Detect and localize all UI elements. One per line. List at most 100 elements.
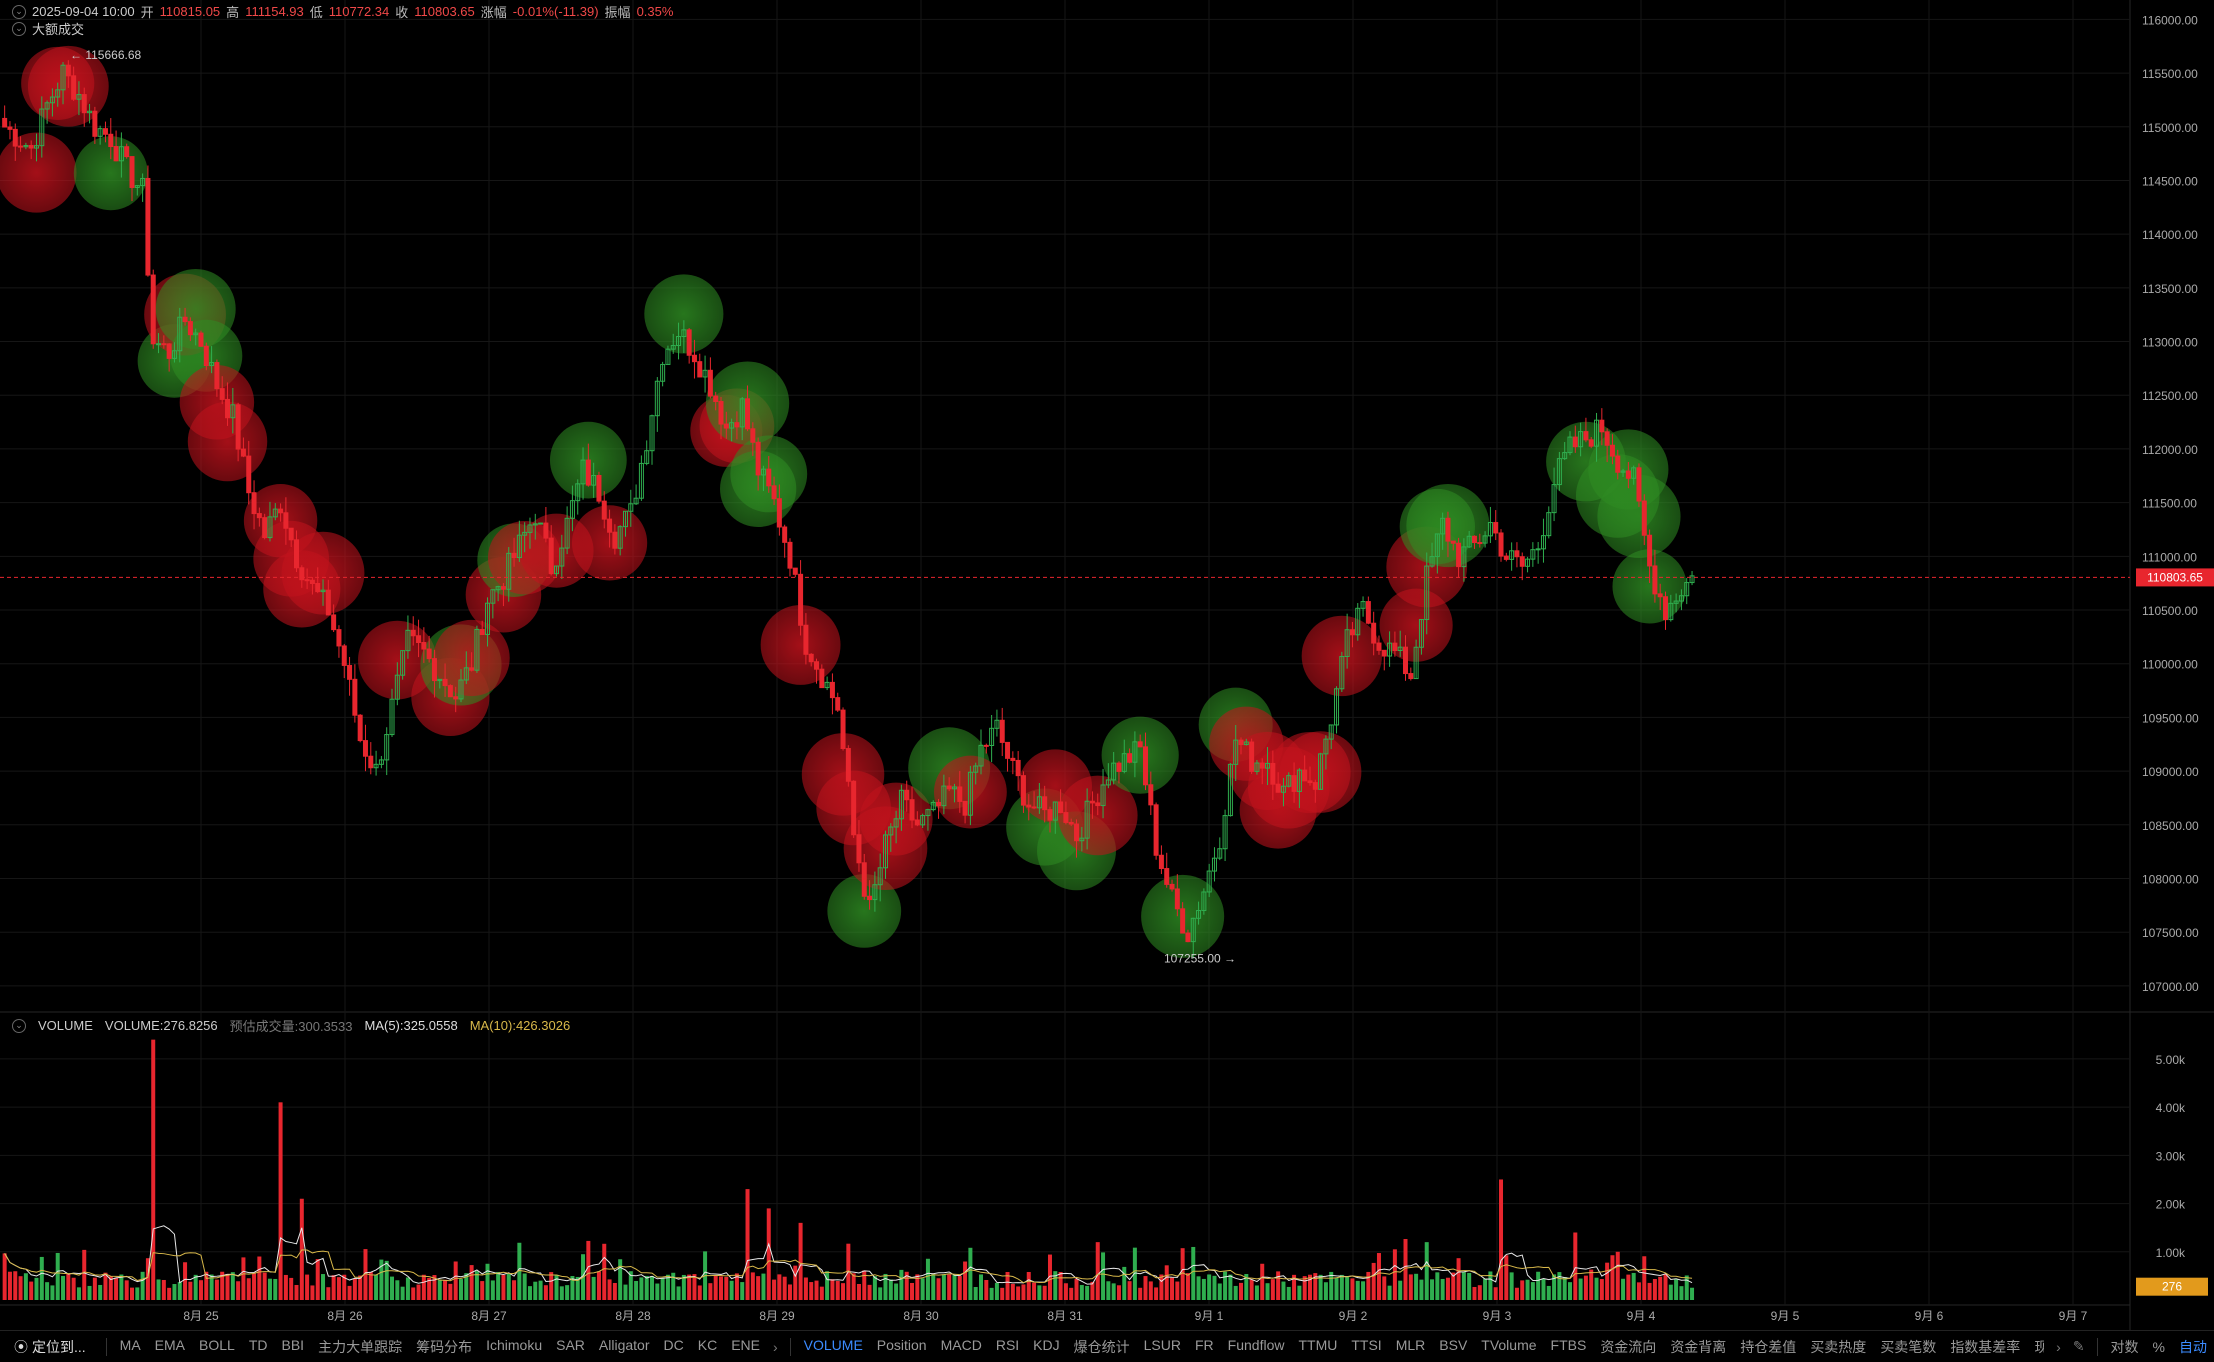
candle-body <box>787 541 793 569</box>
volume-bar <box>172 1284 177 1300</box>
volume-bar <box>1254 1285 1259 1300</box>
candle-body <box>920 815 926 826</box>
candle-body <box>829 681 835 699</box>
main-indicator-tab[interactable]: MA <box>119 1336 141 1353</box>
edit-icon[interactable]: ✎ <box>2072 1338 2085 1354</box>
volume-bar <box>501 1274 506 1300</box>
candle-body <box>766 468 772 487</box>
candle-body <box>1578 431 1584 448</box>
volume-bar <box>856 1284 861 1300</box>
large-trade-bubble <box>73 136 148 211</box>
sub-indicator-tab[interactable]: 持仓差值 <box>1740 1338 1797 1355</box>
volume-bar <box>1212 1275 1217 1300</box>
collapse-chevron-icon[interactable]: ⌄ <box>12 4 26 19</box>
candle-body <box>723 423 729 429</box>
sub-indicator-tab[interactable]: MLR <box>1395 1336 1426 1353</box>
volume-bar <box>904 1271 909 1300</box>
candle-body <box>225 398 231 419</box>
candle-body <box>1408 673 1414 680</box>
volume-bar <box>830 1279 835 1300</box>
candle-body <box>771 485 777 500</box>
sub-indicator-tab[interactable]: 指数基差率 <box>1950 1338 2021 1355</box>
log-scale-toggle[interactable]: 对数 <box>2110 1338 2139 1355</box>
collapse-chevron-icon[interactable]: ⌄ <box>12 1018 26 1033</box>
candle-body <box>140 177 146 187</box>
sub-indicator-tab[interactable]: 资金流向 <box>1600 1338 1657 1355</box>
sub-indicator-tab[interactable]: 买卖笔数 <box>1880 1338 1937 1355</box>
volume-bar <box>1382 1276 1387 1300</box>
candle-body <box>161 343 167 346</box>
date-tick-label: 9月 6 <box>1915 1309 1944 1323</box>
volume-bar <box>390 1276 395 1300</box>
sub-indicator-tab[interactable]: TTMU <box>1298 1336 1338 1353</box>
main-indicator-tab[interactable]: TD <box>248 1336 268 1353</box>
sub-indicator-tab[interactable]: 资金背离 <box>1670 1338 1727 1355</box>
candle-body <box>967 771 973 816</box>
candle-body <box>999 719 1005 743</box>
candle-body <box>617 526 623 549</box>
max-price-marker: ← 115666.68 <box>70 48 141 62</box>
sub-indicator-tab[interactable]: FR <box>1194 1336 1214 1353</box>
candle-body <box>320 589 326 593</box>
volume-bar <box>198 1280 203 1300</box>
candle-body <box>1031 806 1037 809</box>
candle-body <box>394 674 400 700</box>
chevron-right-icon[interactable]: › <box>772 1338 778 1355</box>
volume-bar <box>61 1275 66 1300</box>
volume-bar <box>634 1280 639 1300</box>
candle-body <box>1493 522 1499 534</box>
candle-body <box>1015 759 1021 777</box>
candle-body <box>755 441 761 476</box>
main-indicator-tab[interactable]: BBI <box>281 1336 305 1353</box>
main-indicator-tab[interactable]: 主力大单跟踪 <box>318 1338 403 1355</box>
sub-indicator-tab[interactable]: 爆仓统计 <box>1073 1338 1130 1355</box>
volume-bar <box>628 1271 633 1300</box>
volume-bar <box>994 1282 999 1300</box>
volume-bar <box>989 1287 994 1300</box>
sub-indicator-tab[interactable]: FTBS <box>1550 1336 1587 1353</box>
sub-indicator-tab[interactable]: VOLUME <box>803 1336 863 1353</box>
sub-indicator-tab[interactable]: KDJ <box>1033 1336 1060 1353</box>
sub-indicator-tab[interactable]: RSI <box>995 1336 1020 1353</box>
main-indicator-tab[interactable]: EMA <box>154 1336 186 1353</box>
price-tick-label: 108500.00 <box>2142 819 2199 833</box>
volume-bar <box>867 1284 872 1300</box>
collapse-chevron-icon[interactable]: ⌄ <box>12 21 26 36</box>
main-indicator-tab[interactable]: DC <box>663 1336 684 1353</box>
volume-bar <box>140 1271 145 1300</box>
sub-indicator-tab[interactable]: 买卖热度 <box>1810 1338 1867 1355</box>
volume-bar <box>1053 1271 1058 1300</box>
candle-body <box>1058 801 1064 814</box>
volume-bar <box>400 1286 405 1300</box>
sub-indicator-tab[interactable]: LSUR <box>1143 1336 1181 1353</box>
sub-indicator-tab[interactable]: TTSI <box>1351 1336 1382 1353</box>
sub-indicator-tab[interactable]: MACD <box>940 1336 982 1353</box>
candle-body <box>1556 458 1562 486</box>
main-indicator-tab[interactable]: ENE <box>731 1336 760 1353</box>
main-indicator-tab[interactable]: KC <box>697 1336 718 1353</box>
sub-indicator-tab[interactable]: BSV <box>1439 1336 1468 1353</box>
candle-body <box>368 755 374 769</box>
volume-bar <box>1037 1285 1042 1300</box>
main-indicator-tab[interactable]: Alligator <box>598 1336 650 1353</box>
main-indicator-tab[interactable]: BOLL <box>199 1336 235 1353</box>
chart-canvas[interactable]: 116000.00 115500.00 115000.00 114500.00 1140… <box>0 0 2214 1330</box>
candle-body <box>628 503 634 512</box>
locate-button[interactable]: ⦿ 定位到... <box>0 1337 100 1357</box>
volume-tick-label: 1.00k <box>2156 1246 2186 1260</box>
auto-scale-toggle[interactable]: 自动 <box>2179 1338 2207 1355</box>
main-indicator-tab[interactable]: 筹码分布 <box>416 1338 473 1355</box>
sub-indicator-tab[interactable]: Fundflow <box>1227 1336 1285 1353</box>
main-indicator-tab[interactable]: Ichimoku <box>486 1336 543 1353</box>
candle-body <box>1413 646 1419 680</box>
volume-bar <box>1143 1276 1148 1300</box>
sub-indicator-tab[interactable]: TVolume <box>1481 1336 1537 1353</box>
chevron-right-icon[interactable]: › <box>2056 1338 2061 1355</box>
overlay-label: 大额成交 <box>32 22 85 37</box>
main-indicator-tab[interactable]: SAR <box>556 1336 585 1353</box>
candle-body <box>304 579 310 582</box>
volume-bar <box>1610 1255 1615 1300</box>
candle-body <box>384 734 390 761</box>
sub-indicator-tab[interactable]: Position <box>876 1336 927 1353</box>
percent-scale-toggle[interactable]: % <box>2152 1338 2165 1355</box>
